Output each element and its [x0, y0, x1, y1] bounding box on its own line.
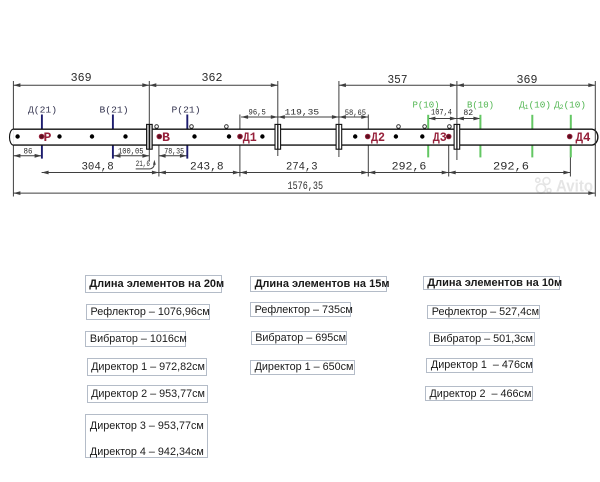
svg-text:369: 369	[517, 74, 538, 87]
svg-text:369: 369	[71, 72, 92, 85]
svg-text:243,8: 243,8	[190, 162, 224, 174]
svg-text:Р: Р	[44, 131, 52, 145]
svg-text:Д4: Д4	[576, 131, 591, 145]
svg-text:58,65: 58,65	[345, 108, 366, 118]
svg-text:1576,35: 1576,35	[288, 181, 324, 193]
svg-text:107,4: 107,4	[431, 108, 452, 118]
svg-text:21,6: 21,6	[136, 159, 150, 169]
svg-text:В(21): В(21)	[100, 105, 129, 116]
svg-text:304,8: 304,8	[81, 162, 113, 174]
svg-text:96,5: 96,5	[249, 108, 266, 118]
svg-text:Р(21): Р(21)	[172, 105, 201, 116]
svg-text:Д2(10): Д2(10)	[554, 100, 586, 112]
svg-text:Д3: Д3	[433, 131, 447, 145]
svg-text:Р(10): Р(10)	[413, 100, 440, 111]
svg-text:Д1(10): Д1(10)	[519, 100, 551, 112]
svg-text:100,05: 100,05	[118, 147, 144, 156]
svg-text:Avito: Avito	[556, 178, 593, 196]
svg-text:292,6: 292,6	[493, 162, 529, 174]
svg-text:В(10): В(10)	[467, 100, 494, 111]
svg-text:78,35: 78,35	[164, 146, 184, 156]
svg-text:86: 86	[24, 146, 33, 156]
svg-text:Д(21): Д(21)	[28, 105, 57, 116]
svg-text:292,6: 292,6	[392, 162, 427, 174]
svg-text:В: В	[162, 131, 171, 145]
svg-text:119,35: 119,35	[285, 108, 320, 118]
svg-text:362: 362	[202, 72, 223, 85]
svg-text:82: 82	[463, 108, 473, 118]
svg-text:274,3: 274,3	[286, 162, 318, 174]
svg-text:357: 357	[388, 74, 408, 87]
svg-text:Д2: Д2	[371, 131, 385, 145]
svg-text:Д1: Д1	[243, 131, 257, 145]
